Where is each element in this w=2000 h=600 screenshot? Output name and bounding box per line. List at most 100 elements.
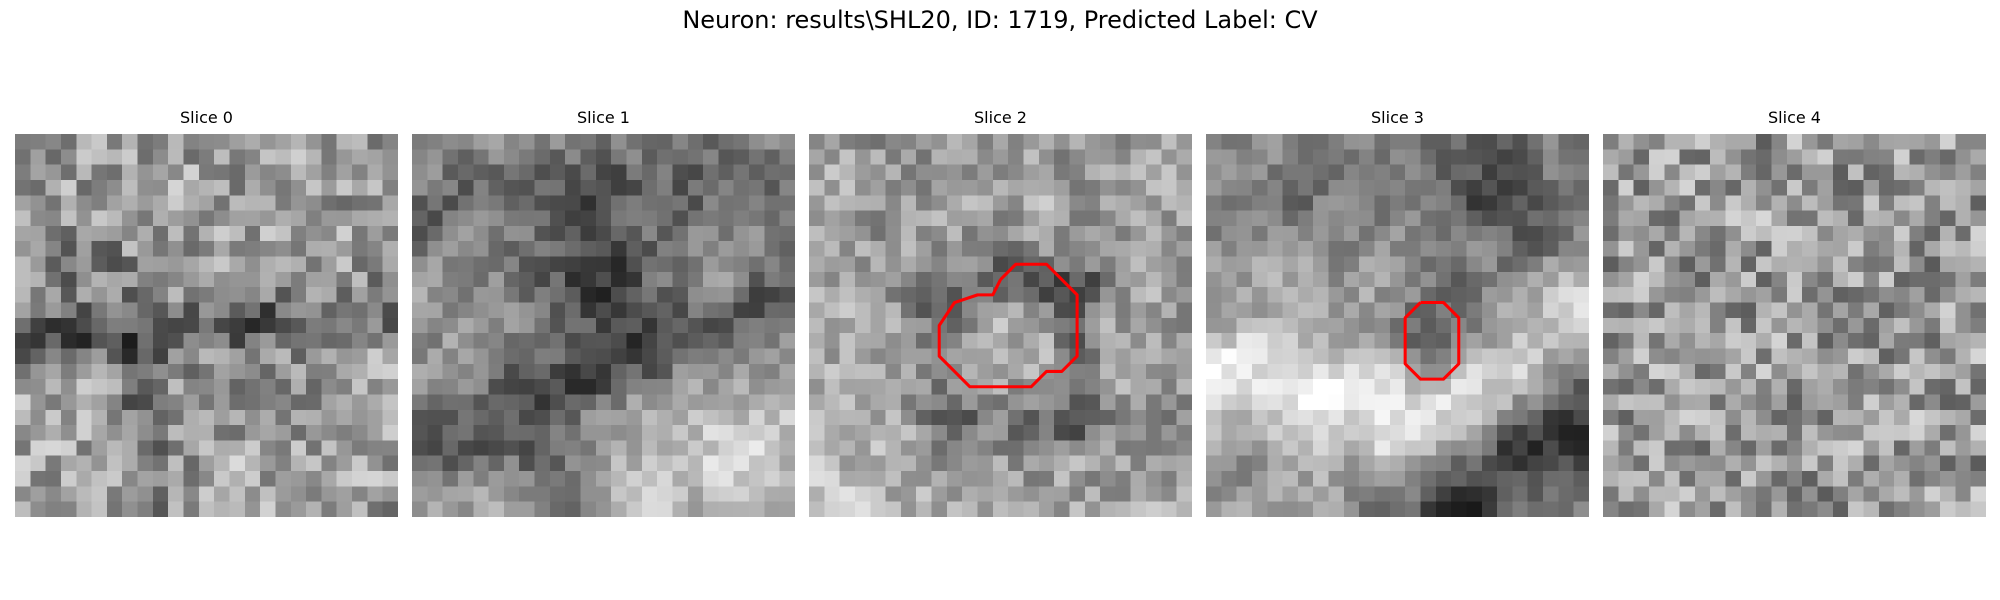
pixel [1710, 134, 1726, 150]
pixel [275, 471, 292, 487]
pixel [549, 455, 566, 472]
pixel [1251, 256, 1268, 273]
pixel [1389, 225, 1406, 242]
pixel [1069, 363, 1086, 380]
pixel [1725, 134, 1742, 150]
pixel [870, 256, 886, 273]
pixel [45, 455, 62, 472]
pixel [229, 348, 246, 365]
pixel [687, 363, 704, 380]
pixel [1771, 271, 1788, 288]
pixel [1497, 501, 1513, 517]
pixel [946, 394, 963, 411]
pixel [1115, 317, 1132, 334]
pixel [503, 271, 520, 288]
pixel [764, 179, 780, 196]
pixel [1924, 149, 1941, 165]
pixel [45, 225, 62, 242]
pixel [275, 225, 292, 242]
pixel [1863, 164, 1880, 181]
pixel [1267, 256, 1283, 273]
pixel [1405, 317, 1421, 334]
pixel [1054, 210, 1070, 227]
pixel [900, 241, 917, 257]
pixel [1786, 379, 1803, 395]
pixel [657, 271, 673, 288]
pixel [1389, 409, 1406, 426]
pixel [733, 256, 750, 273]
pixel [565, 179, 581, 196]
pixel [15, 164, 31, 181]
pixel [382, 425, 398, 441]
pixel [1497, 164, 1513, 181]
pixel [1313, 164, 1329, 181]
pixel [168, 317, 184, 334]
pixel [183, 379, 200, 395]
pixel [1786, 409, 1803, 426]
pixel [1603, 486, 1619, 502]
pixel [519, 287, 535, 303]
pixel [1236, 256, 1253, 273]
pixel [718, 409, 735, 426]
pixel [1236, 149, 1253, 165]
pixel [565, 363, 581, 380]
pixel [764, 287, 780, 303]
pixel [336, 134, 353, 150]
pixel [260, 256, 276, 273]
pixel [1512, 287, 1529, 303]
pixel [718, 363, 735, 380]
pixel [565, 455, 581, 472]
pixel [30, 486, 46, 502]
pixel [1084, 256, 1101, 273]
pixel [672, 363, 689, 380]
pixel [412, 179, 428, 196]
pixel [1405, 409, 1421, 426]
pixel [1817, 394, 1834, 411]
pixel [214, 149, 230, 165]
pixel [15, 486, 31, 502]
pixel [457, 149, 474, 165]
pixel [275, 149, 292, 165]
pixel [290, 394, 307, 411]
pixel [534, 287, 551, 303]
pixel [1206, 379, 1222, 395]
pixel [1786, 210, 1803, 227]
pixel [1374, 302, 1391, 319]
pixel [427, 149, 443, 165]
pixel [503, 440, 520, 457]
pixel [519, 149, 535, 165]
pixel [749, 425, 765, 441]
pixel [1802, 241, 1818, 257]
pixel [718, 179, 735, 196]
pixel [962, 394, 978, 411]
pixel [1466, 134, 1483, 150]
pixel [367, 333, 383, 349]
pixel [749, 271, 765, 288]
pixel [412, 409, 428, 426]
pixel [367, 394, 383, 411]
pixel [1451, 241, 1467, 257]
pixel [824, 179, 840, 196]
pixel [733, 440, 750, 457]
pixel [382, 287, 398, 303]
slice-image [412, 134, 795, 517]
pixel [1633, 210, 1650, 227]
pixel [611, 164, 627, 181]
pixel [1955, 333, 1971, 349]
pixel [1297, 271, 1314, 288]
pixel [1161, 241, 1177, 257]
pixel [946, 287, 963, 303]
pixel [427, 379, 443, 395]
pixel [626, 379, 643, 395]
pixel [1894, 179, 1910, 196]
pixel [1940, 440, 1956, 457]
pixel [779, 409, 795, 426]
pixel [1236, 195, 1253, 211]
pixel [733, 471, 750, 487]
pixel [1405, 501, 1421, 517]
pixel [672, 210, 689, 227]
pixel [1481, 302, 1498, 319]
pixel [1374, 379, 1391, 395]
pixel [870, 333, 886, 349]
pixel [1497, 302, 1513, 319]
